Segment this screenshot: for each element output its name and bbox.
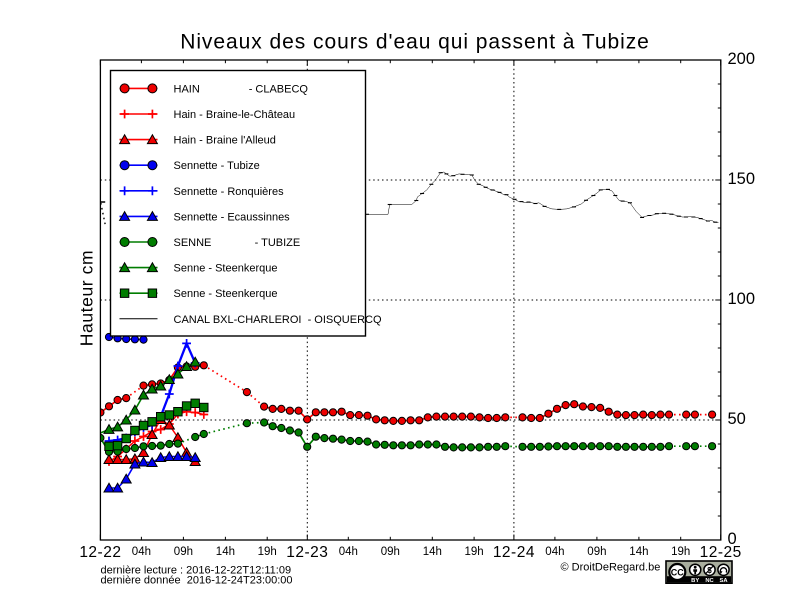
svg-text:200: 200 [728,50,756,68]
svg-text:© DroitDeRegard.be: © DroitDeRegard.be [561,562,661,574]
svg-text:19h: 19h [258,546,277,558]
svg-text:Senne - Steenkerque: Senne - Steenkerque [174,288,278,300]
svg-text:Sennette - Ronquières: Sennette - Ronquières [174,186,285,198]
svg-text:0: 0 [728,530,737,548]
svg-text:12-23: 12-23 [286,544,328,561]
svg-text:09h: 09h [587,546,606,558]
svg-text:12-22: 12-22 [79,544,121,561]
svg-text:SA: SA [719,578,728,584]
svg-text:19h: 19h [465,546,484,558]
svg-text:Niveaux des cours d'eau qui pa: Niveaux des cours d'eau qui passent à Tu… [180,31,650,54]
svg-text:BY: BY [691,578,699,584]
svg-text:dernière lecture : 2016-12-22T: dernière lecture : 2016-12-22T12:11:09 [101,565,292,577]
svg-text:- TUBIZE: - TUBIZE [255,237,301,249]
svg-text:HAIN: HAIN [174,83,200,95]
svg-text:150: 150 [728,170,756,188]
svg-text:NC: NC [705,578,714,584]
svg-text:50: 50 [728,410,746,428]
svg-text:04h: 04h [132,546,151,558]
svg-text:Sennette - Ecaussinnes: Sennette - Ecaussinnes [174,211,291,223]
svg-text:04h: 04h [545,546,564,558]
svg-text:100: 100 [728,290,756,308]
svg-text:14h: 14h [423,546,442,558]
svg-text:14h: 14h [216,546,235,558]
svg-text:- CLABECQ: - CLABECQ [249,83,309,95]
svg-text:Senne - Steenkerque: Senne - Steenkerque [174,263,278,275]
svg-text:dernière donnée 2016-12-24T23: dernière donnée 2016-12-24T23:00:00 [101,575,293,587]
svg-text:09h: 09h [174,546,193,558]
svg-text:CANAL BXL-CHARLEROI - OISQUER: CANAL BXL-CHARLEROI - OISQUERCQ [174,314,382,326]
svg-text:12-24: 12-24 [493,544,535,561]
svg-text:CC: CC [671,567,684,577]
svg-text:Sennette - Tubize: Sennette - Tubize [174,160,260,172]
svg-text:Hain - Braine l'Alleud: Hain - Braine l'Alleud [174,135,276,147]
svg-text:Hain - Braine-le-Château: Hain - Braine-le-Château [174,109,296,121]
svg-text:09h: 09h [381,546,400,558]
svg-text:Hauteur cm: Hauteur cm [77,250,97,346]
svg-text:14h: 14h [629,546,648,558]
svg-text:SENNE: SENNE [174,237,212,249]
svg-text:19h: 19h [671,546,690,558]
svg-text:12-25: 12-25 [700,544,742,561]
svg-text:04h: 04h [339,546,358,558]
